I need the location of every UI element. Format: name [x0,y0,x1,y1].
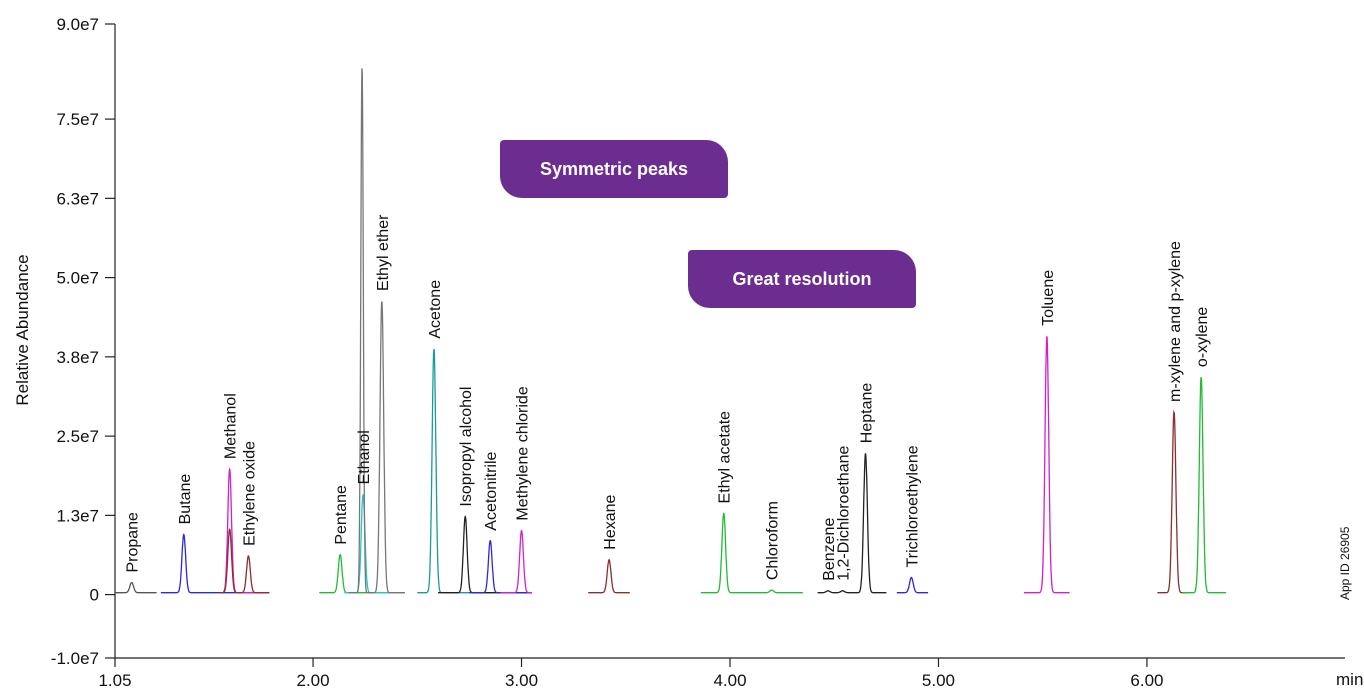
y-tick-label: 9.0e7 [56,15,99,34]
trace-11 [588,558,630,594]
peak-label: Ethyl acetate [717,411,734,504]
peak-label: Propane [125,512,142,573]
peak-label: Hexane [602,494,619,549]
x-tick-label: 4.00 [713,671,746,690]
peak-label: Heptane [859,383,876,444]
y-tick-label: 1.3e7 [56,506,99,525]
symmetric-peaks-callout: Symmetric peaks [500,140,728,198]
x-axis-title: min [1336,670,1363,689]
peak-label: Ethanol [356,430,373,484]
trace-14 [896,576,929,594]
trace-3 [219,528,270,594]
trace-16 [1157,409,1189,594]
peak-label: Toluene [1040,270,1057,326]
peak-label: Pentane [333,485,350,545]
y-axis-title: Relative Abundance [13,254,32,405]
peak-label: Butane [177,474,194,525]
peak-label: Acetone [427,280,444,339]
trace-5 [344,494,405,594]
peak-label: Benzene [821,518,838,581]
trace-0 [115,581,157,594]
peak-label: Chloroform [765,501,782,580]
y-tick-label: 3.8e7 [56,348,99,367]
axes: -1.0e7 0 1.3e7 2.5e7 3.8e7 5.0e7 6.3e7 7.5e7 9.0… [51,15,1345,690]
y-tick-label: 0 [90,586,99,605]
x-tick-label: 1.05 [98,671,131,690]
x-tick-label: 6.00 [1130,671,1163,690]
peak-label: Ethylene oxide [241,441,258,546]
peak-label: Isopropyl alcohol [458,387,475,507]
app-id-label: App ID 26905 [1338,526,1352,600]
great-resolution-callout: Great resolution [688,250,916,308]
peak-label: Trichloroethylene [904,445,921,567]
peak-label: Methylene chloride [515,386,532,520]
x-tick-label: 3.00 [505,671,538,690]
trace-17 [1182,377,1227,594]
y-tick-label: 2.5e7 [56,427,99,446]
trace-4 [319,553,405,594]
peak-label: Methanol [223,393,240,459]
trace-6 [348,68,405,594]
y-tick-label: -1.0e7 [51,649,99,668]
traces [115,68,1227,594]
trace-15 [1023,336,1070,594]
peak-label: m-xylene and p-xylene [1167,241,1184,402]
peak-label: 1,2-Dichloroethane [836,445,853,580]
y-tick-label: 5.0e7 [56,269,99,288]
trace-13 [817,453,887,594]
peak-label: Acetonitrile [483,451,500,530]
y-tick-label: 7.5e7 [56,110,99,129]
peak-label: Ethyl ether [375,214,392,291]
x-tick-label: 5.00 [922,671,955,690]
y-tick-label: 6.3e7 [56,189,99,208]
peak-label: o-xylene [1194,307,1211,368]
trace-10 [500,529,532,594]
trace-12 [700,512,803,594]
x-tick-label: 2.00 [297,671,330,690]
